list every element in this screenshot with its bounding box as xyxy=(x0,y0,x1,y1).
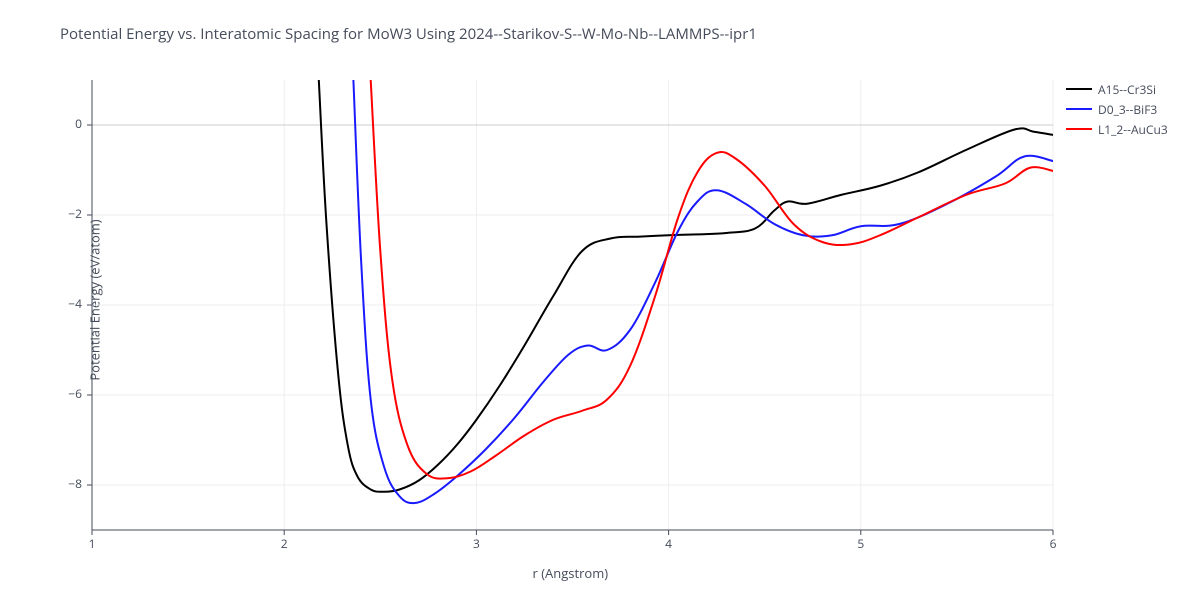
series-line xyxy=(371,80,1053,479)
chart-container: Potential Energy vs. Interatomic Spacing… xyxy=(0,0,1200,600)
series-line xyxy=(353,80,1053,503)
x-tick-label: 1 xyxy=(89,535,96,552)
series-line xyxy=(319,80,1053,492)
x-tick-label: 5 xyxy=(857,535,864,552)
x-tick-label: 3 xyxy=(473,535,480,552)
legend-swatch xyxy=(1066,88,1092,90)
legend-item[interactable]: L1_2--AuCu3 xyxy=(1066,120,1168,138)
legend-item[interactable]: D0_3--BiF3 xyxy=(1066,100,1168,118)
y-tick-label: 0 xyxy=(75,115,82,132)
legend-swatch xyxy=(1066,108,1092,110)
legend-label: A15--Cr3Si xyxy=(1098,81,1156,98)
legend-label: D0_3--BiF3 xyxy=(1098,101,1157,118)
legend: A15--Cr3Si D0_3--BiF3 L1_2--AuCu3 xyxy=(1066,80,1168,140)
y-tick-label: −4 xyxy=(68,295,82,312)
y-tick-label: −8 xyxy=(68,475,82,492)
legend-label: L1_2--AuCu3 xyxy=(1098,121,1168,138)
legend-swatch xyxy=(1066,128,1092,130)
y-tick-label: −6 xyxy=(68,385,82,402)
y-tick-label: −2 xyxy=(68,205,82,222)
legend-item[interactable]: A15--Cr3Si xyxy=(1066,80,1168,98)
plot-area: 1 2 3 4 5 6 −8 −6 −4 −2 0 xyxy=(0,0,1200,600)
x-tick-label: 4 xyxy=(665,535,672,552)
x-tick-label: 2 xyxy=(281,535,288,552)
x-tick-label: 6 xyxy=(1050,535,1057,552)
